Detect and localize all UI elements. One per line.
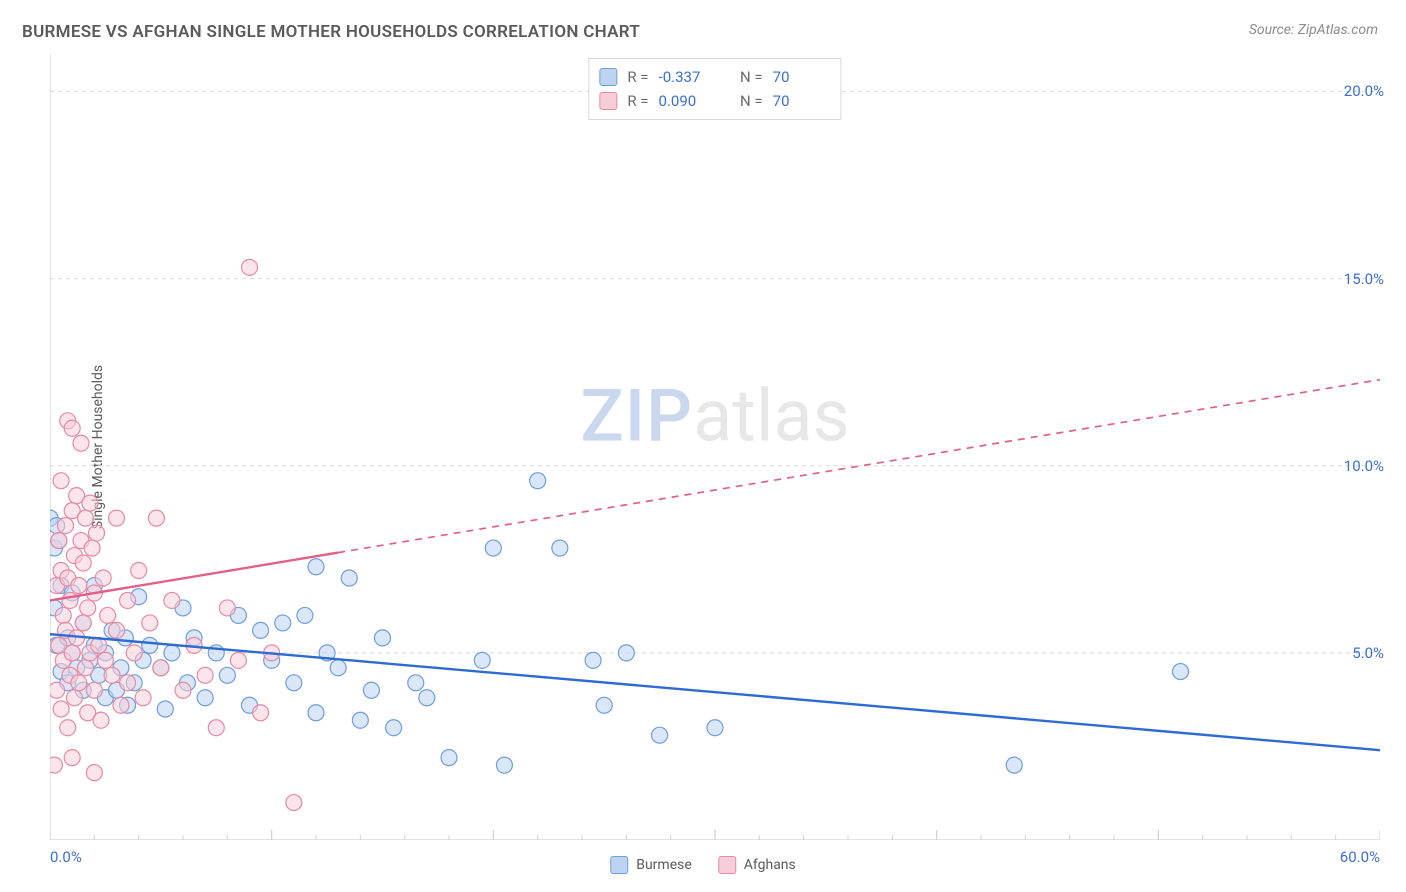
legend-label: Afghans: [744, 857, 796, 873]
legend-item: Afghans: [718, 856, 796, 874]
legend-item: Burmese: [610, 856, 692, 874]
x-axis-min-label: 0.0%: [50, 848, 82, 866]
scatter-plot: [50, 54, 1380, 840]
correlation-legend: R = -0.337 N = 70R = 0.090 N = 70: [588, 58, 841, 120]
y-tick-label: 15.0%: [1344, 270, 1384, 288]
source-attribution: Source: ZipAtlas.com: [1249, 22, 1378, 38]
legend-swatch: [718, 856, 736, 874]
legend-swatch: [610, 856, 628, 874]
correlation-row: R = -0.337 N = 70: [599, 65, 826, 89]
y-tick-label: 5.0%: [1352, 644, 1384, 662]
series-swatch: [599, 92, 617, 110]
correlation-row: R = 0.090 N = 70: [599, 89, 826, 113]
x-axis-max-label: 60.0%: [1340, 848, 1380, 866]
y-tick-label: 10.0%: [1344, 457, 1384, 475]
chart-area: Single Mother Households ZIPatlas R = -0…: [50, 54, 1380, 840]
series-swatch: [599, 68, 617, 86]
chart-title: BURMESE VS AFGHAN SINGLE MOTHER HOUSEHOL…: [22, 22, 640, 42]
series-legend: Burmese Afghans: [610, 856, 796, 874]
legend-label: Burmese: [636, 857, 692, 873]
y-tick-label: 20.0%: [1344, 82, 1384, 100]
